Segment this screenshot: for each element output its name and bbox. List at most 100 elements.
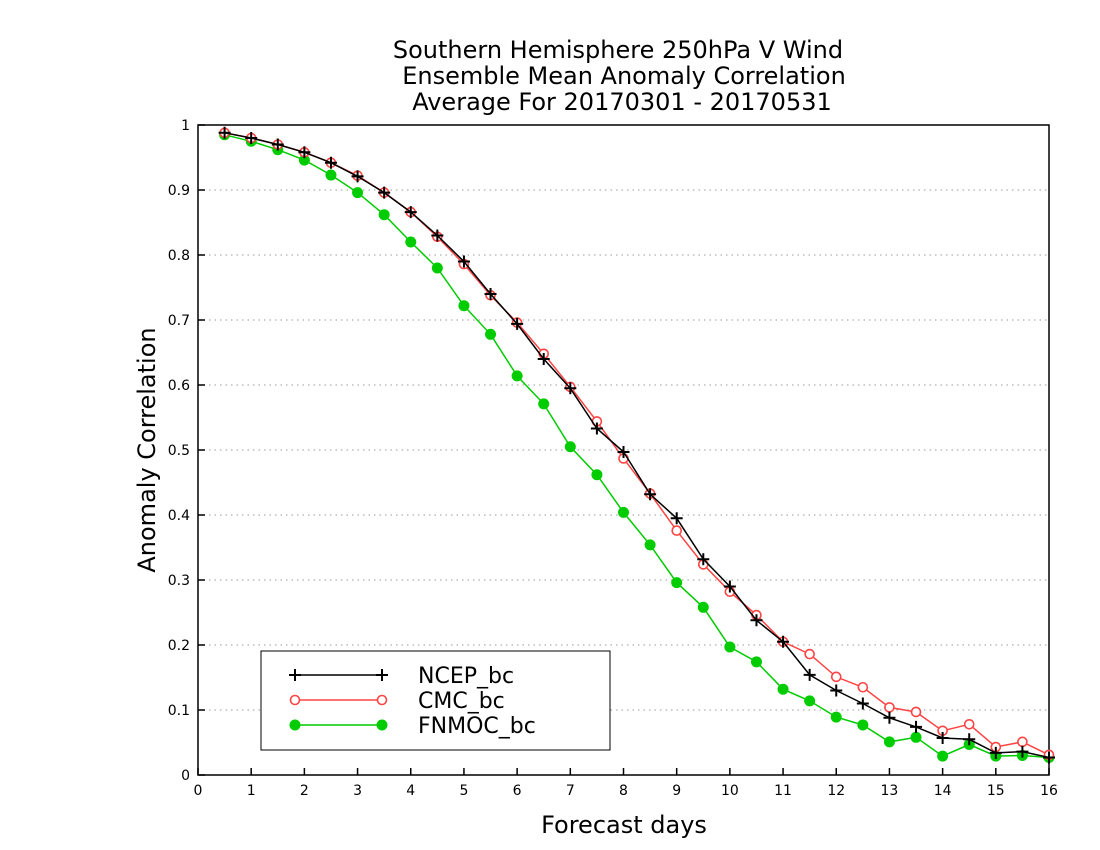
cmc-bc-point (804, 648, 815, 660)
x-tick-label: 7 (566, 783, 575, 799)
x-tick-label: 15 (987, 783, 1005, 799)
fnmoc-bc-point (697, 601, 709, 613)
x-tick-label: 13 (881, 783, 899, 799)
fnmoc-bc-point (750, 656, 762, 668)
ncep-bc-point (910, 720, 923, 733)
x-tick-label: 2 (300, 783, 309, 799)
fnmoc-bc-point (671, 577, 683, 589)
fnmoc-bc-point (937, 750, 949, 762)
fnmoc-bc-point (405, 236, 417, 248)
series-group (218, 126, 1055, 764)
y-tick-label: 0.1 (168, 703, 190, 719)
x-tick-label: 6 (513, 783, 522, 799)
fnmoc-bc-point (724, 641, 736, 653)
ncep-bc-point (1043, 751, 1055, 764)
fnmoc-bc-point (777, 683, 789, 695)
legend-label: CMC_bc (418, 689, 505, 714)
x-tick-label: 1 (247, 783, 256, 799)
fnmoc-bc-point (431, 262, 443, 274)
chart-title-line-3: Average For 20170301 - 20170531 (412, 88, 832, 116)
x-tick-label: 12 (827, 783, 845, 799)
y-tick-label: 0.2 (168, 638, 190, 654)
cmc-bc-point (963, 718, 975, 730)
y-tick-label: 0.8 (168, 248, 190, 264)
fnmoc-bc-point (485, 328, 497, 340)
fnmoc-bc-point (378, 209, 390, 221)
x-tick-label: 11 (774, 783, 792, 799)
ncep-bc-point (431, 229, 444, 242)
x-tick-label: 14 (934, 783, 952, 799)
chart-title-line-2: Ensemble Mean Anomaly Correlation (402, 62, 846, 90)
fnmoc-bc-point (804, 695, 816, 707)
y-axis-label: Anomaly Correlation (133, 327, 161, 572)
ncep-bc-point (936, 731, 949, 744)
ncep-bc-point (697, 553, 710, 566)
ncep-bc-point (750, 614, 763, 627)
ncep-bc-point (404, 206, 417, 219)
ncep-bc-point (830, 684, 843, 697)
y-tick-label: 0 (181, 768, 190, 784)
legend-item-ncep-bc: NCEP_bc (289, 664, 514, 689)
ncep-bc-point (617, 445, 630, 458)
ncep-bc-point (298, 146, 311, 159)
ncep-bc-point (511, 317, 524, 330)
ncep-bc-point (351, 170, 364, 183)
series-line-ncep-bc (224, 132, 1050, 759)
y-tick-label: 0.7 (168, 313, 190, 329)
fnmoc-bc-point (591, 469, 603, 481)
legend-cmc-bc-point (289, 694, 301, 706)
x-tick-label: 16 (1040, 783, 1058, 799)
ncep-bc-point (245, 132, 258, 144)
x-tick-label: 0 (194, 783, 203, 799)
y-axis-ticks: 0 0.1 0.2 0.3 0.4 0.5 0.6 0.7 0.8 0.9 1 (168, 118, 205, 784)
chart-title-line-1: Southern Hemisphere 250hPa V Wind (393, 36, 843, 64)
ncep-bc-point (1016, 745, 1029, 758)
legend-cmc-bc-point (376, 694, 388, 706)
fnmoc-bc-point (458, 300, 470, 312)
ncep-bc-point (271, 138, 284, 151)
fnmoc-bc-point (511, 370, 523, 382)
cmc-bc-point (830, 671, 842, 683)
fnmoc-bc-point (325, 169, 337, 181)
cmc-bc-point (671, 525, 682, 536)
x-axis-label: Forecast days (541, 811, 707, 839)
ncep-bc-point (564, 382, 577, 395)
legend-label: NCEP_bc (418, 664, 514, 689)
series-ncep-bc (218, 126, 1055, 764)
x-tick-label: 3 (353, 783, 362, 799)
fnmoc-bc-point (352, 187, 364, 199)
x-tick-label: 8 (619, 783, 628, 799)
ncep-bc-point (590, 422, 603, 435)
ncep-bc-point (378, 186, 391, 199)
cmc-bc-point (910, 706, 922, 718)
y-tick-label: 0.6 (168, 378, 190, 394)
ncep-bc-point (218, 126, 231, 139)
legend-item-cmc-bc: CMC_bc (289, 689, 505, 714)
legend-ncep-bc-point (376, 669, 388, 681)
fnmoc-bc-point (883, 736, 895, 748)
ncep-bc-point (856, 697, 869, 710)
ncep-bc-point (457, 255, 470, 268)
x-tick-label: 4 (406, 783, 415, 799)
cmc-bc-point (1017, 736, 1028, 748)
cmc-bc-point (857, 681, 869, 693)
y-tick-label: 0.3 (168, 573, 190, 589)
fnmoc-bc-point (830, 711, 842, 723)
fnmoc-bc-point (564, 441, 576, 453)
fnmoc-bc-point (857, 719, 869, 731)
legend-label: FNMOC_bc (418, 714, 536, 739)
x-tick-label: 9 (672, 783, 681, 799)
ncep-bc-point (670, 512, 683, 525)
legend-fnmoc-bc-point (376, 719, 388, 731)
y-tick-label: 1 (181, 118, 190, 134)
ncep-bc-point (644, 488, 657, 501)
ncep-bc-point (324, 156, 337, 169)
ncep-bc-point (777, 635, 790, 648)
y-tick-label: 0.4 (168, 508, 190, 524)
chart-title: Southern Hemisphere 250hPa V Wind Ensemb… (393, 36, 846, 116)
cmc-bc-point (884, 702, 895, 713)
ncep-bc-point (883, 711, 896, 724)
fnmoc-bc-point (538, 398, 550, 410)
